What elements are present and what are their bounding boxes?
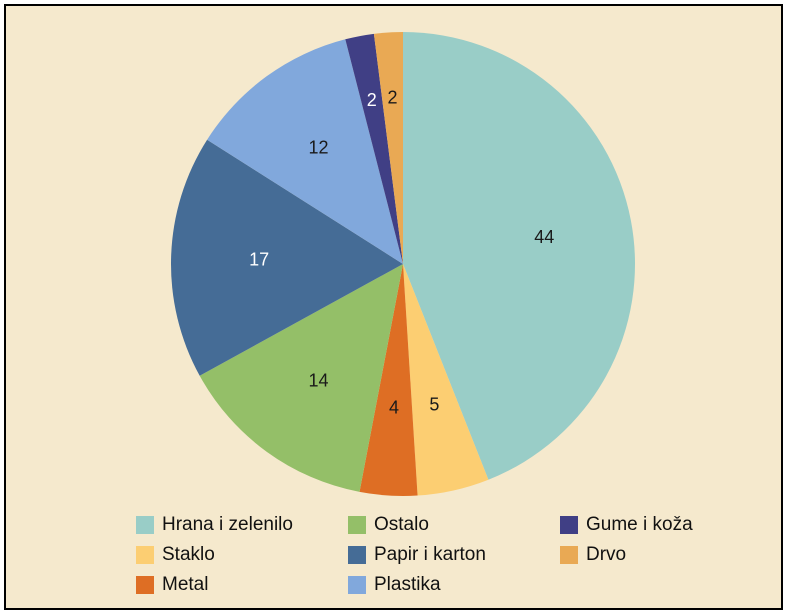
legend-label: Ostalo: [374, 514, 429, 535]
slice-value-label-gume-i-koza: 2: [367, 90, 377, 110]
legend-item-plastika: Plastika: [348, 572, 560, 598]
pie-slice-plastika: [207, 39, 403, 264]
pie-slice-staklo: [403, 264, 489, 496]
slice-value-label-ostalo: 14: [308, 370, 328, 390]
slice-value-label-hrana-i-zelenilo: 44: [534, 227, 554, 247]
legend-swatch: [136, 546, 154, 564]
slice-value-label-staklo: 5: [429, 394, 439, 414]
chart-frame: 44 5 4 14 17 12 2 2 Hrana i zelenilo Ostalo Gume …: [4, 4, 783, 610]
legend-swatch: [348, 516, 366, 534]
legend-swatch: [136, 516, 154, 534]
legend: Hrana i zelenilo Ostalo Gume i koža Staklo P…: [136, 512, 756, 598]
legend-item-metal: Metal: [136, 572, 348, 598]
pie-slice-papir-i-karton: [171, 139, 403, 376]
slice-value-label-papir-i-karton: 17: [249, 250, 269, 270]
legend-item-drvo: Drvo: [560, 542, 760, 568]
legend-item-staklo: Staklo: [136, 542, 348, 568]
legend-label: Drvo: [586, 544, 627, 565]
legend-label: Metal: [162, 574, 209, 595]
pie-slice-metal: [359, 264, 418, 496]
legend-swatch: [136, 576, 154, 594]
legend-item-gume-i-koza: Gume i koža: [560, 512, 760, 538]
legend-swatch: [348, 546, 366, 564]
pie-slice-drvo: [373, 32, 403, 264]
legend-label: Papir i karton: [374, 544, 486, 565]
pie-slice-gume-i-koza: [345, 33, 403, 264]
legend-swatch: [560, 516, 578, 534]
legend-label: Hrana i zelenilo: [162, 514, 293, 535]
legend-swatch: [560, 546, 578, 564]
legend-label: Gume i koža: [586, 514, 693, 535]
legend-item-papir-i-karton: Papir i karton: [348, 542, 560, 568]
legend-item-hrana-i-zelenilo: Hrana i zelenilo: [136, 512, 348, 538]
legend-label: Staklo: [162, 544, 215, 565]
slice-value-label-drvo: 2: [387, 87, 397, 107]
legend-label: Plastika: [374, 574, 441, 595]
legend-swatch: [348, 576, 366, 594]
pie-slice-hrana-i-zelenilo: [403, 32, 635, 480]
pie-slice-ostalo: [199, 264, 403, 492]
slice-value-label-plastika: 12: [308, 138, 328, 158]
pie-chart: 44 5 4 14 17 12 2 2: [171, 32, 635, 496]
legend-item-ostalo: Ostalo: [348, 512, 560, 538]
slice-value-label-metal: 4: [389, 398, 399, 418]
